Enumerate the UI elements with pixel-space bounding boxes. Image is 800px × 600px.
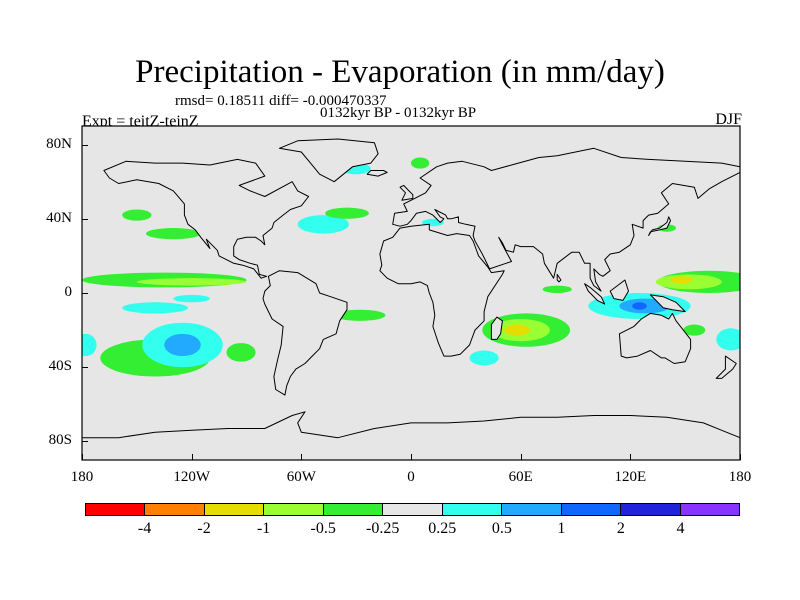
lon-label: 120W [173,469,210,485]
lat-label: 0 [64,284,73,300]
anomaly-central-pacific-eq-positive [122,302,189,314]
lat-label: 40N [46,209,72,226]
lon-label: 180 [70,469,94,485]
colorbar-label: -0.25 [366,520,400,537]
coastline-layer [82,138,740,460]
colorbar-box [383,504,443,515]
coastline-new-guinea [649,294,686,313]
lat-tick [82,144,88,146]
lon-tick [520,454,522,460]
coastline-japan [648,216,671,236]
anomaly-north-pacific-east-green [122,209,152,221]
coastline-north-america [103,158,310,279]
colorbar-label: 0.5 [491,520,512,537]
lon-label: 60E [508,469,533,485]
anomaly-coral-sea-green [683,324,706,336]
lon-label: 180 [728,469,752,485]
colorbar-label: -1 [256,520,271,537]
anomaly-north-atlantic-cyan [297,215,349,234]
lat-label: 40S [48,358,72,375]
period-label: 0132kyr BP - 0132kyr BP [320,105,477,121]
lon-tick [740,454,741,460]
colorbar-label: 2 [616,520,625,537]
lon-label: 120E [614,469,647,485]
coastline-eurasia [392,147,740,292]
anomaly-south-atlantic-green [334,309,386,321]
colorbar-box [145,504,205,515]
colorbar-label: 0.25 [428,520,457,537]
colorbar-label: 1 [557,520,566,537]
stats-line: rmsd= 0.18511 diff= -0.000470337 [175,93,387,109]
anomaly-norwegian-sea-green [411,157,430,169]
anomaly-eastern-pacific-itcz-light [136,278,247,286]
anomaly-layer [82,157,740,377]
lat-tick [82,293,88,294]
coastline-south-america [262,270,348,396]
coastline-britain [399,184,414,201]
anomaly-maritime-continent-dark [632,302,647,310]
coastline-iceland [366,170,388,177]
colorbar-box [204,504,265,515]
coastline-madagascar [490,316,503,340]
season-label: DJF [715,111,742,128]
colorbar-box [502,504,562,515]
anomaly-north-atlantic-green [325,207,369,219]
coastline-sri-lanka [556,273,562,283]
anomaly-indian-ocean-core [504,324,530,336]
lon-label: 60W [286,469,316,485]
anomaly-east-pacific-south-cyan [173,294,210,303]
lat-label: 80S [48,432,72,449]
lon-tick [191,454,193,460]
colorbar-box [264,504,324,515]
lat-tick [82,441,88,443]
colorbar-label: 4 [676,520,685,537]
chart-title: Precipitation - Evaporation (in mm/day) [135,54,665,90]
anomaly-south-pacific-west-cyan [82,333,97,357]
colorbar-box [561,504,622,515]
anomaly-subtropical-south-pacific-green [226,343,256,362]
colorbar-label: -0.5 [310,520,336,537]
anomaly-south-pacific-blue [164,333,201,357]
lat-tick [82,218,88,220]
colorbar-box [323,504,384,515]
colorbar-box [621,504,681,515]
colorbar-label: -4 [137,520,152,537]
lat-tick [82,367,88,369]
coastline-greenland [278,138,379,183]
lon-tick [82,454,83,460]
lon-tick [411,454,412,460]
anomaly-west-pacific-core [670,276,693,284]
lon-tick [301,454,303,460]
colorbar-box [442,504,503,515]
coastline-borneo [609,279,629,301]
lon-tick [630,454,632,460]
anomaly-mozambique-cyan [469,350,499,366]
colorbar-box [680,504,739,515]
coastline-africa [379,223,505,357]
coastline-sumatra [584,283,606,305]
lat-label: 80N [46,135,72,152]
colorbar-label: -2 [197,520,211,537]
anomaly-north-pacific-green [145,228,201,240]
anomaly-tasman-sea-cyan [716,328,740,351]
anomaly-indian-ocean-east-green [542,285,572,293]
lon-label: 0 [407,469,415,485]
coastline-antarctica [82,411,740,460]
coastline-australia [618,312,692,364]
coastline-new-zealand [715,355,737,379]
colorbar-box [86,504,146,515]
colorbar [85,503,740,516]
